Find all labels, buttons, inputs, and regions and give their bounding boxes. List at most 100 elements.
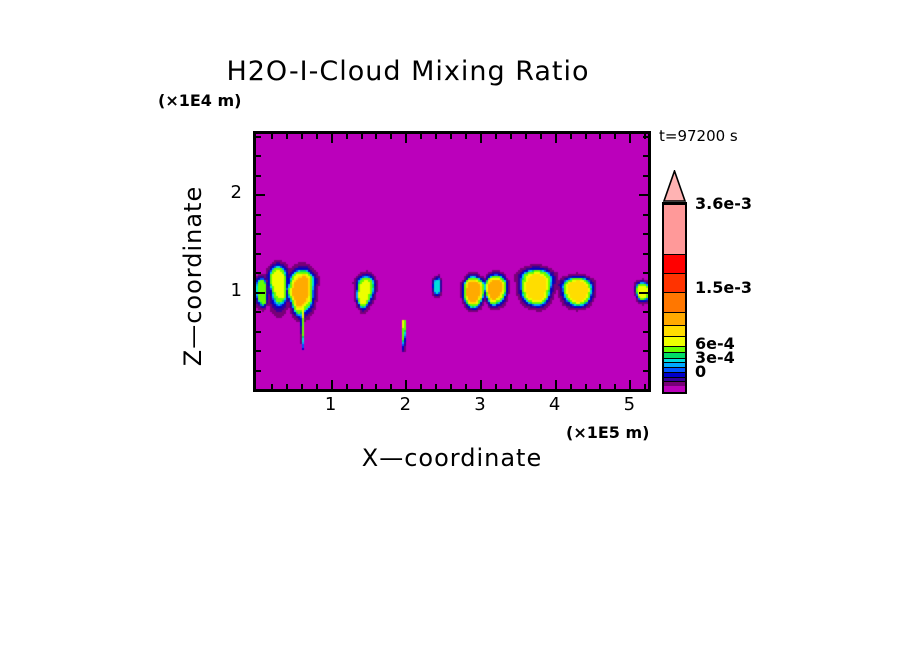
axis-tick bbox=[330, 380, 333, 389]
axis-tick bbox=[315, 134, 318, 139]
colorbar-segment bbox=[664, 386, 685, 392]
y-tick-label: 1 bbox=[230, 279, 242, 301]
axis-tick bbox=[315, 384, 318, 389]
x-axis-title: X—coordinate bbox=[361, 444, 543, 472]
axis-tick bbox=[554, 134, 557, 143]
axis-tick bbox=[420, 134, 423, 139]
axis-tick bbox=[643, 369, 648, 372]
time-stamp-label: t=97200 s bbox=[659, 127, 738, 145]
axis-tick bbox=[480, 134, 482, 143]
axis-tick bbox=[256, 155, 261, 158]
axis-tick bbox=[643, 174, 648, 177]
axis-tick bbox=[450, 134, 453, 139]
axis-tick bbox=[375, 134, 378, 139]
axis-tick bbox=[465, 384, 468, 389]
axis-tick bbox=[256, 194, 265, 197]
axis-tick bbox=[256, 135, 261, 138]
axis-tick bbox=[256, 350, 261, 353]
colorbar-segment bbox=[664, 204, 685, 255]
colorbar-segment bbox=[664, 254, 685, 274]
axis-tick bbox=[420, 384, 423, 389]
colorbar-segments[interactable] bbox=[662, 202, 687, 394]
colorbar-segment bbox=[664, 324, 685, 337]
x-tick-label: 5 bbox=[623, 394, 636, 415]
colorbar-segment bbox=[664, 381, 685, 387]
axis-tick bbox=[569, 134, 572, 139]
axis-tick bbox=[644, 384, 647, 389]
axis-tick bbox=[539, 384, 542, 389]
colorbar-tick-label: 3e-4 bbox=[695, 348, 735, 367]
axis-tick bbox=[330, 134, 333, 143]
x-tick-label: 3 bbox=[474, 394, 486, 415]
colorbar-segment bbox=[664, 351, 685, 358]
colorbar-tick-label: 3.6e-3 bbox=[695, 194, 752, 213]
colorbar-segment bbox=[664, 371, 685, 377]
axis-tick bbox=[509, 384, 512, 389]
y-tick-label: 2 bbox=[230, 182, 242, 204]
axis-tick bbox=[360, 134, 363, 139]
axis-tick bbox=[643, 252, 648, 255]
axis-tick bbox=[524, 384, 527, 389]
x-tick-label: 4 bbox=[548, 394, 561, 415]
axis-tick bbox=[509, 134, 512, 139]
axis-tick bbox=[345, 134, 348, 139]
colorbar-segment bbox=[664, 292, 685, 312]
axis-tick bbox=[639, 291, 648, 294]
x-axis-unit-label: (×1E5 m) bbox=[566, 423, 650, 442]
axis-tick bbox=[375, 384, 378, 389]
axis-tick bbox=[300, 134, 303, 139]
axis-tick bbox=[256, 369, 261, 372]
axis-tick bbox=[494, 384, 497, 389]
colorbar-segment bbox=[664, 376, 685, 382]
axis-tick bbox=[524, 134, 527, 139]
colorbar-segment bbox=[664, 357, 685, 363]
axis-tick bbox=[390, 384, 393, 389]
axis-tick bbox=[480, 380, 482, 389]
axis-tick bbox=[643, 213, 648, 216]
axis-tick bbox=[599, 134, 602, 139]
axis-tick bbox=[285, 384, 288, 389]
axis-tick bbox=[599, 384, 602, 389]
axis-tick bbox=[643, 311, 648, 314]
colorbar-tick-label: 1.5e-3 bbox=[695, 278, 752, 297]
axis-tick bbox=[390, 134, 393, 139]
axis-tick bbox=[256, 272, 261, 275]
axis-tick bbox=[256, 233, 261, 236]
axis-tick bbox=[643, 155, 648, 158]
axis-tick bbox=[643, 330, 648, 333]
colorbar-segment bbox=[664, 362, 685, 368]
axis-tick bbox=[539, 134, 542, 139]
axis-tick bbox=[270, 134, 273, 139]
axis-tick bbox=[494, 134, 497, 139]
heatmap-plot-area[interactable] bbox=[253, 131, 651, 392]
axis-tick bbox=[554, 380, 557, 389]
colorbar-extend-arrow-icon bbox=[662, 170, 687, 202]
x-tick-label: 2 bbox=[399, 394, 412, 415]
axis-tick bbox=[256, 311, 261, 314]
axis-tick bbox=[450, 384, 453, 389]
page-title: H2O-I-Cloud Mixing Ratio bbox=[226, 56, 590, 87]
colorbar-segment bbox=[664, 311, 685, 325]
axis-tick bbox=[614, 384, 617, 389]
y-axis-title: Z—coordinate bbox=[179, 185, 207, 367]
axis-tick bbox=[285, 134, 288, 139]
heatmap-canvas bbox=[256, 134, 648, 389]
axis-tick bbox=[435, 384, 438, 389]
axis-tick bbox=[270, 384, 273, 389]
axis-tick bbox=[256, 213, 261, 216]
axis-tick bbox=[256, 330, 261, 333]
axis-tick bbox=[360, 384, 363, 389]
axis-tick bbox=[300, 384, 303, 389]
axis-tick bbox=[569, 384, 572, 389]
y-axis-unit-label: (×1E4 m) bbox=[158, 91, 242, 110]
axis-tick bbox=[405, 134, 408, 143]
colorbar-segment bbox=[664, 273, 685, 293]
axis-tick bbox=[405, 380, 408, 389]
axis-tick bbox=[584, 384, 587, 389]
axis-tick bbox=[643, 233, 648, 236]
colorbar-segment bbox=[664, 336, 685, 347]
colorbar-tick-label: 6e-4 bbox=[695, 334, 735, 353]
axis-tick bbox=[256, 174, 261, 177]
axis-tick bbox=[643, 272, 648, 275]
axis-tick bbox=[345, 384, 348, 389]
